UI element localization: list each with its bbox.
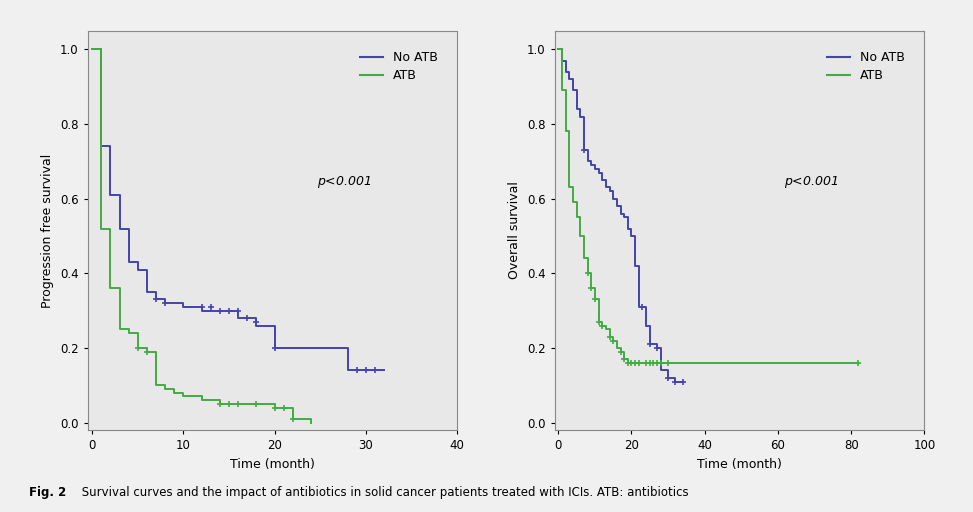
Y-axis label: Progression free survival: Progression free survival <box>42 153 54 308</box>
Y-axis label: Overall survival: Overall survival <box>509 181 522 280</box>
Legend: No ATB, ATB: No ATB, ATB <box>354 45 444 89</box>
Text: $p$<0.001: $p$<0.001 <box>317 175 371 190</box>
Text: Survival curves and the impact of antibiotics in solid cancer patients treated w: Survival curves and the impact of antibi… <box>78 486 689 499</box>
Legend: No ATB, ATB: No ATB, ATB <box>821 45 911 89</box>
X-axis label: Time (month): Time (month) <box>697 458 782 471</box>
Text: Fig. 2: Fig. 2 <box>29 486 66 499</box>
Text: $p$<0.001: $p$<0.001 <box>784 175 838 190</box>
X-axis label: Time (month): Time (month) <box>230 458 315 471</box>
